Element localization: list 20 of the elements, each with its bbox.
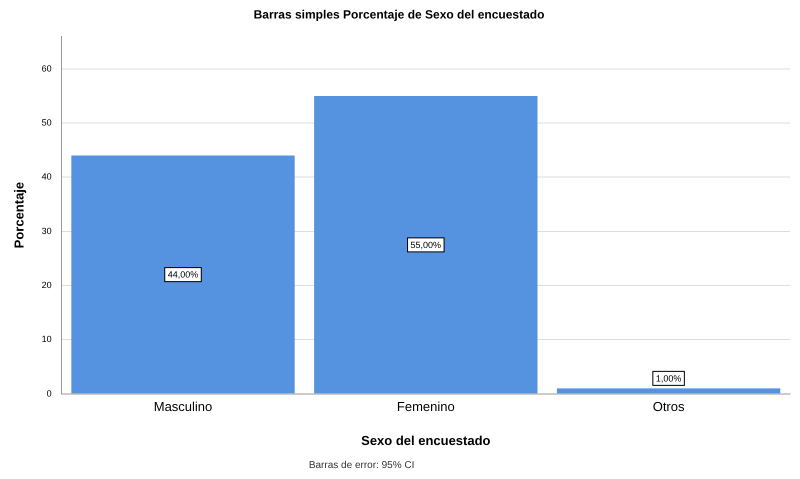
y-tick-label: 50 <box>42 118 52 128</box>
data-label: 44,00% <box>168 270 198 280</box>
bar <box>71 156 295 394</box>
y-tick-label: 30 <box>42 226 52 236</box>
y-tick-label: 10 <box>42 334 52 344</box>
chart-title: Barras simples Porcentaje de Sexo del encuestado <box>254 8 544 22</box>
y-tick-label: 0 <box>46 388 52 398</box>
y-tick-label: 40 <box>42 172 52 182</box>
x-axis-title: Sexo del encuestado <box>361 432 491 448</box>
data-label: 55,00% <box>410 240 442 250</box>
y-tick-label: 60 <box>42 63 52 74</box>
x-tick-label: Femenino <box>396 399 455 414</box>
bar <box>556 388 780 394</box>
text: Barras de error: 95% CI <box>308 460 414 471</box>
x-tick-label: Otros <box>652 399 685 414</box>
bar <box>314 96 538 394</box>
x-tick-label: Masculino <box>154 399 212 414</box>
y-axis-title: Porcentaje <box>11 182 26 248</box>
data-label: 1,00% <box>656 373 682 384</box>
y-tick-label: 20 <box>42 280 52 290</box>
